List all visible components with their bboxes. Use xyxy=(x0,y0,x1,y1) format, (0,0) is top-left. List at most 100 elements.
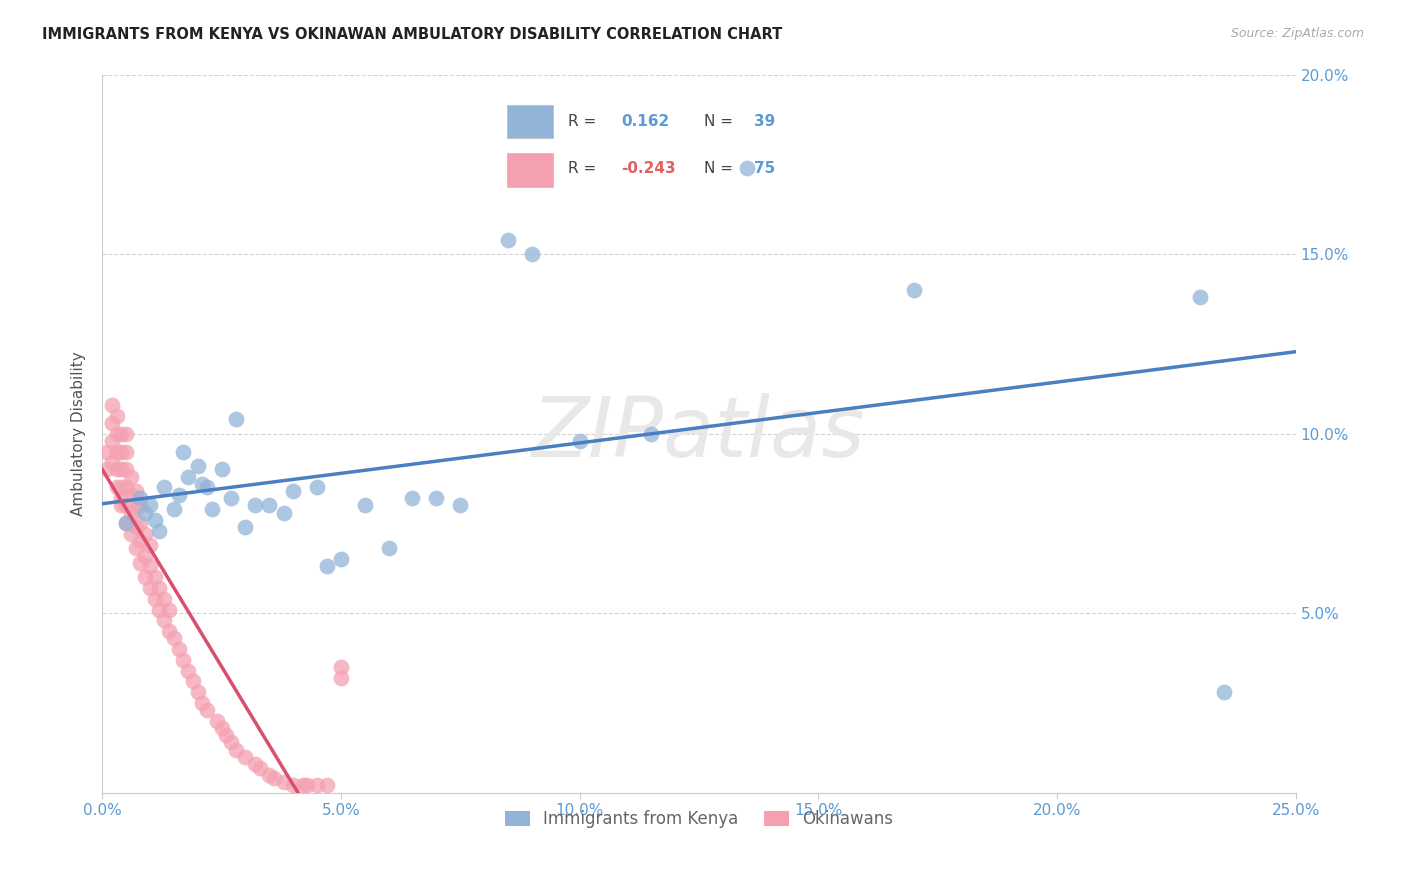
Point xyxy=(148,524,170,538)
Point xyxy=(110,480,132,494)
Point xyxy=(315,559,337,574)
Point xyxy=(105,480,128,494)
Point xyxy=(449,499,471,513)
Point xyxy=(297,779,319,793)
Point xyxy=(191,476,214,491)
Point xyxy=(401,491,423,506)
Point xyxy=(100,398,122,412)
Text: IMMIGRANTS FROM KENYA VS OKINAWAN AMBULATORY DISABILITY CORRELATION CHART: IMMIGRANTS FROM KENYA VS OKINAWAN AMBULA… xyxy=(42,27,782,42)
Point xyxy=(520,247,543,261)
Point xyxy=(225,742,247,756)
Point xyxy=(134,570,156,584)
Point xyxy=(124,541,146,556)
Point xyxy=(249,760,271,774)
Text: ZIPatlas: ZIPatlas xyxy=(531,393,866,474)
Point xyxy=(105,409,128,423)
Point xyxy=(134,527,156,541)
Point xyxy=(115,462,138,476)
Point xyxy=(120,527,142,541)
Point xyxy=(172,653,194,667)
Point xyxy=(640,426,662,441)
Point xyxy=(329,671,352,685)
Point xyxy=(735,161,758,175)
Point xyxy=(425,491,447,506)
Point xyxy=(191,696,214,710)
Point xyxy=(148,581,170,595)
Point xyxy=(157,602,180,616)
Point xyxy=(134,549,156,563)
Point xyxy=(110,499,132,513)
Point xyxy=(129,499,152,513)
Point xyxy=(201,502,224,516)
Point xyxy=(96,462,118,476)
Point xyxy=(139,559,162,574)
Point xyxy=(96,444,118,458)
Point xyxy=(115,499,138,513)
Point xyxy=(105,462,128,476)
Legend: Immigrants from Kenya, Okinawans: Immigrants from Kenya, Okinawans xyxy=(498,804,900,835)
Point xyxy=(1213,685,1236,699)
Point xyxy=(205,714,228,728)
Point xyxy=(283,779,305,793)
Point xyxy=(115,444,138,458)
Point xyxy=(110,491,132,506)
Point xyxy=(167,642,190,657)
Point xyxy=(105,426,128,441)
Point xyxy=(195,703,218,717)
Point xyxy=(496,233,519,247)
Point xyxy=(377,541,399,556)
Point xyxy=(143,513,166,527)
Point xyxy=(129,491,152,506)
Point xyxy=(291,779,314,793)
Point xyxy=(124,520,146,534)
Point xyxy=(177,469,200,483)
Point xyxy=(273,775,295,789)
Point xyxy=(129,556,152,570)
Point xyxy=(139,538,162,552)
Point xyxy=(903,283,925,297)
Point xyxy=(235,520,257,534)
Point xyxy=(134,506,156,520)
Point xyxy=(259,767,281,781)
Point xyxy=(124,502,146,516)
Point xyxy=(120,469,142,483)
Point xyxy=(305,779,328,793)
Point xyxy=(153,480,176,494)
Point xyxy=(167,488,190,502)
Point xyxy=(143,570,166,584)
Point xyxy=(187,458,209,473)
Point xyxy=(110,444,132,458)
Point xyxy=(139,499,162,513)
Point xyxy=(115,516,138,531)
Point xyxy=(153,613,176,627)
Point xyxy=(263,772,285,786)
Point xyxy=(1189,290,1212,304)
Point xyxy=(163,632,186,646)
Point xyxy=(215,728,238,742)
Point xyxy=(172,444,194,458)
Point xyxy=(110,462,132,476)
Point xyxy=(353,499,375,513)
Point xyxy=(211,462,233,476)
Point xyxy=(153,591,176,606)
Point xyxy=(211,721,233,735)
Point xyxy=(259,499,281,513)
Point xyxy=(219,491,242,506)
Point xyxy=(120,488,142,502)
Point xyxy=(115,480,138,494)
Point xyxy=(305,480,328,494)
Point xyxy=(163,502,186,516)
Point xyxy=(273,506,295,520)
Point xyxy=(243,499,266,513)
Point xyxy=(100,416,122,430)
Point xyxy=(568,434,591,448)
Point xyxy=(148,602,170,616)
Text: Source: ZipAtlas.com: Source: ZipAtlas.com xyxy=(1230,27,1364,40)
Point xyxy=(315,779,337,793)
Point xyxy=(225,412,247,426)
Point xyxy=(100,455,122,469)
Point xyxy=(283,483,305,498)
Point xyxy=(143,591,166,606)
Point xyxy=(329,552,352,566)
Y-axis label: Ambulatory Disability: Ambulatory Disability xyxy=(72,351,86,516)
